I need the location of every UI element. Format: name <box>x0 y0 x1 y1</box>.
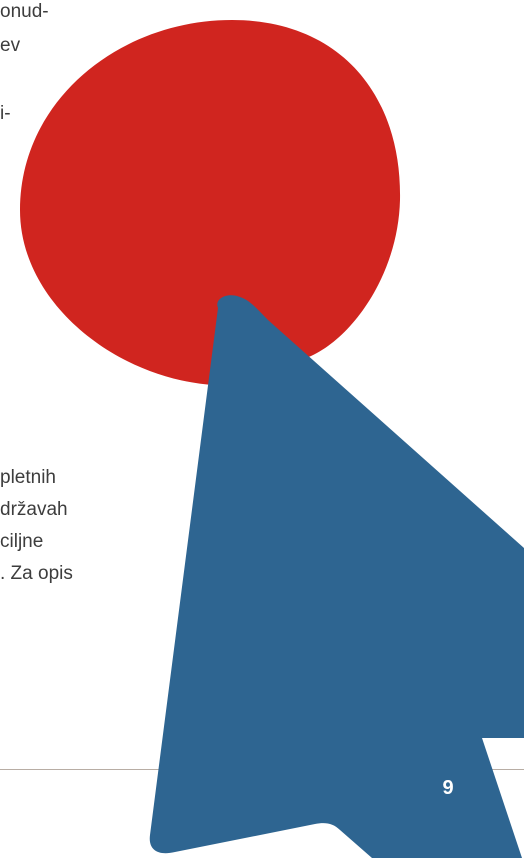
body-text-line: državah <box>0 499 68 520</box>
body-text-line: . Za opis <box>0 563 73 584</box>
body-text-line: onud- <box>0 1 49 22</box>
body-text-line: i- <box>0 103 11 124</box>
body-text-line: pletnih <box>0 467 56 488</box>
page-number: 9 <box>442 777 454 799</box>
red-circle-shape <box>20 20 401 386</box>
body-text-line: ciljne <box>0 531 44 552</box>
cursor-pointer-icon <box>149 295 524 858</box>
body-text-line: ev <box>0 35 21 56</box>
